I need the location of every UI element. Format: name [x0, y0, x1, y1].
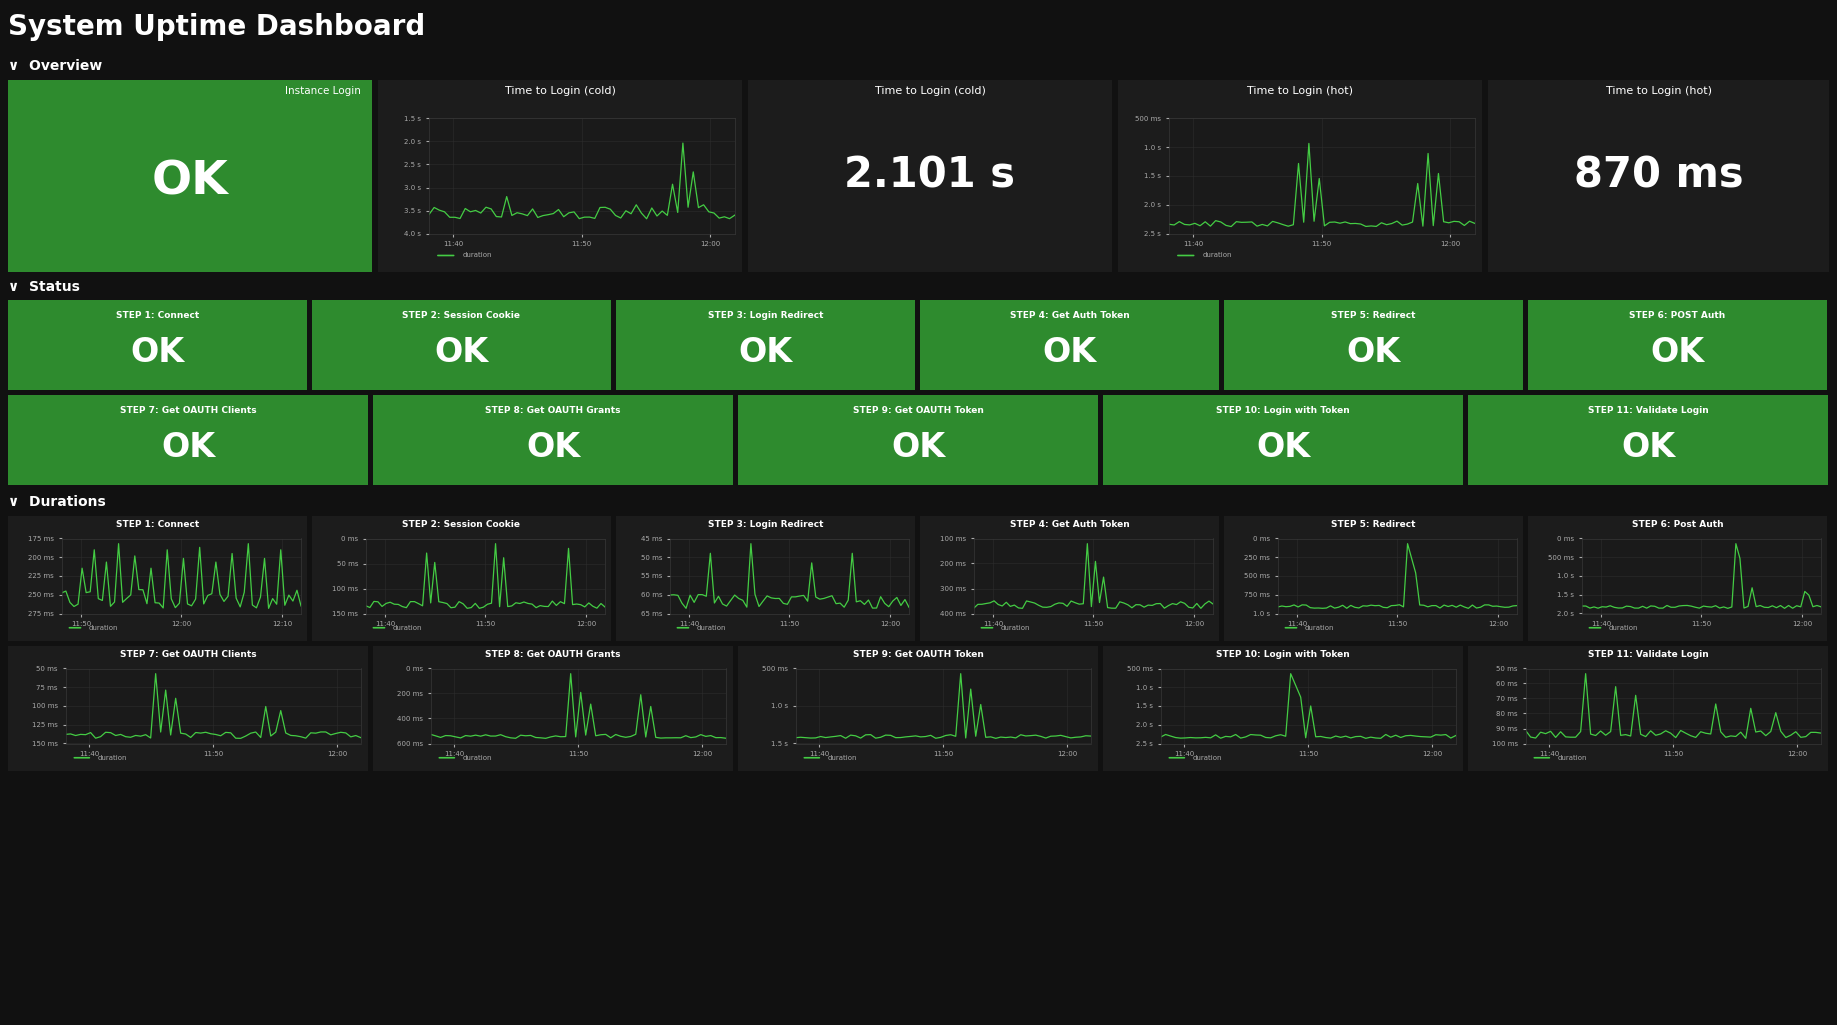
- Text: STEP 2: Session Cookie: STEP 2: Session Cookie: [402, 311, 520, 320]
- Text: STEP 9: Get OAUTH Token: STEP 9: Get OAUTH Token: [852, 650, 983, 659]
- Text: OK: OK: [130, 336, 184, 369]
- Text: STEP 8: Get OAUTH Grants: STEP 8: Get OAUTH Grants: [485, 406, 621, 415]
- Text: STEP 10: Login with Token: STEP 10: Login with Token: [1216, 650, 1350, 659]
- Text: Time to Login (cold): Time to Login (cold): [505, 86, 615, 95]
- Text: STEP 5: Redirect: STEP 5: Redirect: [1332, 520, 1416, 529]
- Text: duration: duration: [828, 754, 858, 761]
- Text: OK: OK: [891, 430, 944, 463]
- Text: STEP 2: Session Cookie: STEP 2: Session Cookie: [402, 520, 520, 529]
- Text: duration: duration: [999, 625, 1029, 630]
- Text: duration: duration: [1203, 252, 1233, 258]
- Text: STEP 6: POST Auth: STEP 6: POST Auth: [1629, 311, 1725, 320]
- Text: duration: duration: [696, 625, 726, 630]
- Text: OK: OK: [434, 336, 489, 369]
- Text: duration: duration: [1558, 754, 1587, 761]
- Text: 870 ms: 870 ms: [1574, 155, 1743, 197]
- Text: duration: duration: [391, 625, 423, 630]
- Text: duration: duration: [463, 252, 492, 258]
- Text: STEP 1: Connect: STEP 1: Connect: [116, 311, 198, 320]
- Text: duration: duration: [97, 754, 127, 761]
- Text: duration: duration: [463, 754, 492, 761]
- Text: STEP 4: Get Auth Token: STEP 4: Get Auth Token: [1010, 520, 1130, 529]
- Text: Time to Login (hot): Time to Login (hot): [1606, 86, 1712, 95]
- Text: OK: OK: [1257, 430, 1310, 463]
- Text: STEP 10: Login with Token: STEP 10: Login with Token: [1216, 406, 1350, 415]
- Text: Time to Login (cold): Time to Login (cold): [874, 86, 985, 95]
- Text: ∨  Durations: ∨ Durations: [7, 495, 107, 509]
- Text: STEP 9: Get OAUTH Token: STEP 9: Get OAUTH Token: [852, 406, 983, 415]
- Text: STEP 7: Get OAUTH Clients: STEP 7: Get OAUTH Clients: [119, 406, 257, 415]
- Text: STEP 4: Get Auth Token: STEP 4: Get Auth Token: [1010, 311, 1130, 320]
- Text: STEP 6: Post Auth: STEP 6: Post Auth: [1631, 520, 1723, 529]
- Text: ∨  Status: ∨ Status: [7, 280, 79, 294]
- Text: OK: OK: [738, 336, 792, 369]
- Text: OK: OK: [1347, 336, 1400, 369]
- Text: OK: OK: [162, 430, 215, 463]
- Text: duration: duration: [1304, 625, 1334, 630]
- Text: duration: duration: [88, 625, 118, 630]
- Text: OK: OK: [152, 159, 228, 204]
- Text: STEP 8: Get OAUTH Grants: STEP 8: Get OAUTH Grants: [485, 650, 621, 659]
- Text: 2.101 s: 2.101 s: [845, 155, 1016, 197]
- Text: STEP 5: Redirect: STEP 5: Redirect: [1332, 311, 1416, 320]
- Text: OK: OK: [1620, 430, 1675, 463]
- Text: OK: OK: [1650, 336, 1705, 369]
- Text: STEP 11: Validate Login: STEP 11: Validate Login: [1587, 406, 1708, 415]
- Text: STEP 3: Login Redirect: STEP 3: Login Redirect: [707, 520, 823, 529]
- Text: OK: OK: [1042, 336, 1097, 369]
- Text: STEP 1: Connect: STEP 1: Connect: [116, 520, 198, 529]
- Text: STEP 7: Get OAUTH Clients: STEP 7: Get OAUTH Clients: [119, 650, 257, 659]
- Text: STEP 11: Validate Login: STEP 11: Validate Login: [1587, 650, 1708, 659]
- Text: System Uptime Dashboard: System Uptime Dashboard: [7, 13, 424, 41]
- Text: duration: duration: [1607, 625, 1637, 630]
- Text: OK: OK: [525, 430, 580, 463]
- Text: STEP 3: Login Redirect: STEP 3: Login Redirect: [707, 311, 823, 320]
- Text: ∨  Overview: ∨ Overview: [7, 58, 103, 73]
- Text: duration: duration: [1192, 754, 1223, 761]
- Text: Time to Login (hot): Time to Login (hot): [1247, 86, 1354, 95]
- Text: Instance Login: Instance Login: [285, 86, 362, 95]
